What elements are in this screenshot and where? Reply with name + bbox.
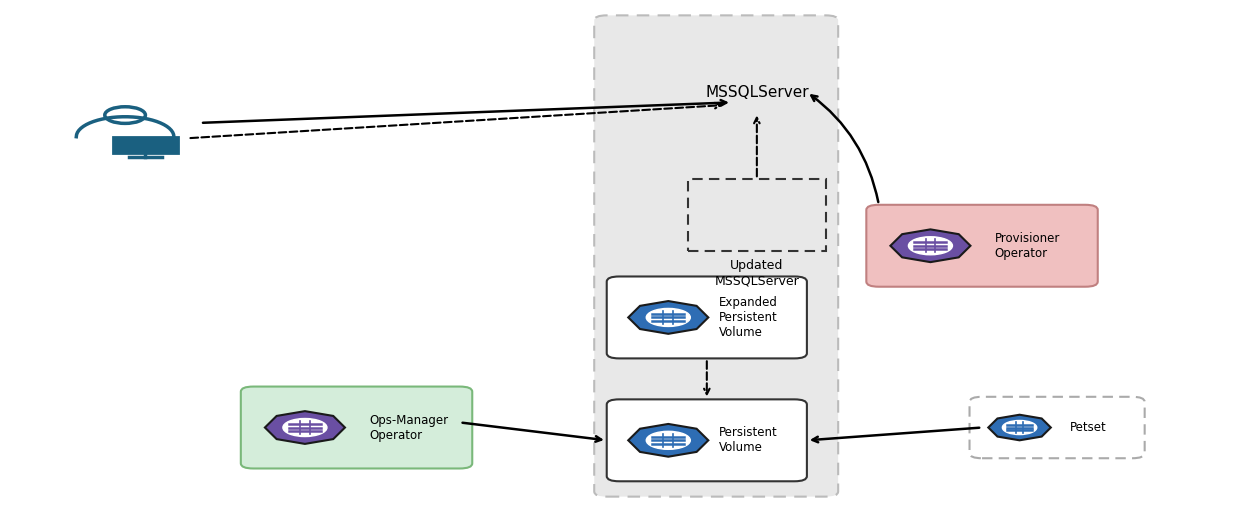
FancyBboxPatch shape	[240, 387, 472, 468]
Circle shape	[1002, 420, 1037, 435]
Text: Provisioner
Operator: Provisioner Operator	[995, 232, 1060, 260]
Text: Ops-Manager
Operator: Ops-Manager Operator	[369, 414, 448, 441]
Text: Petset: Petset	[1070, 421, 1106, 434]
Circle shape	[908, 237, 952, 255]
Text: Persistent
Volume: Persistent Volume	[719, 426, 778, 454]
FancyBboxPatch shape	[607, 399, 807, 481]
Circle shape	[647, 431, 691, 450]
Text: MSSQLServer: MSSQLServer	[706, 84, 808, 100]
FancyBboxPatch shape	[866, 205, 1097, 287]
Text: Expanded
Persistent
Volume: Expanded Persistent Volume	[719, 296, 778, 339]
Polygon shape	[628, 424, 708, 457]
FancyBboxPatch shape	[113, 137, 178, 154]
Circle shape	[283, 418, 327, 437]
Circle shape	[647, 308, 691, 327]
Polygon shape	[265, 411, 345, 444]
FancyBboxPatch shape	[607, 276, 807, 358]
Text: Updated
MSSQLServer: Updated MSSQLServer	[714, 259, 799, 287]
Polygon shape	[891, 229, 971, 262]
Polygon shape	[988, 415, 1051, 440]
FancyBboxPatch shape	[594, 15, 838, 497]
Polygon shape	[628, 301, 708, 334]
FancyBboxPatch shape	[970, 397, 1145, 458]
